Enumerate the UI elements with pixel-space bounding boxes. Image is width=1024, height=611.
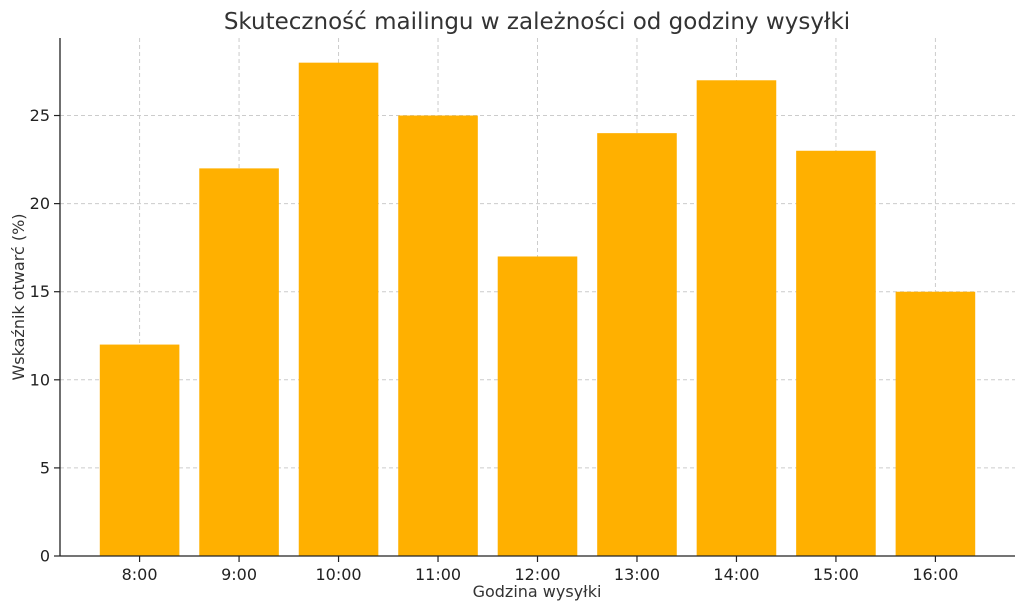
y-tick-label-1: 5 [40,458,50,477]
bar-10-00 [298,62,379,557]
bar-11-00 [398,115,478,557]
x-tick-label-4: 12:00 [514,565,560,584]
x-tick-label-8: 16:00 [912,565,958,584]
x-tick-label-5: 13:00 [614,565,660,584]
y-tick-label-5: 25 [30,106,50,125]
y-tick-label-3: 15 [30,282,50,301]
x-tick-label-0: 8:00 [122,565,158,584]
bar-14-00 [696,80,777,557]
bars-layer [99,62,976,557]
y-tick-label-2: 10 [30,370,50,389]
x-tick-label-2: 10:00 [315,565,361,584]
y-tick-label-0: 0 [40,547,50,566]
x-tick-label-1: 9:00 [221,565,257,584]
bar-16-00 [895,291,976,556]
bar-9-00 [199,168,279,556]
bar-15-00 [796,150,876,556]
y-tick-label-4: 20 [30,194,50,213]
chart-title: Skuteczność mailingu w zależności od god… [224,9,850,35]
x-axis-label: Godzina wysyłki [473,582,602,601]
bar-13-00 [597,133,677,556]
y-axis-label: Wskaźnik otwarć (%) [9,213,28,380]
bar-12-00 [497,256,578,556]
x-tick-label-6: 14:00 [713,565,759,584]
ticks-layer: 0 5 10 15 20 25 8:00 9:00 10:00 11:00 12:00 13:00 14… [30,106,959,584]
x-tick-label-3: 11:00 [415,565,461,584]
x-tick-label-7: 15:00 [813,565,859,584]
bar-8-00 [99,344,180,556]
